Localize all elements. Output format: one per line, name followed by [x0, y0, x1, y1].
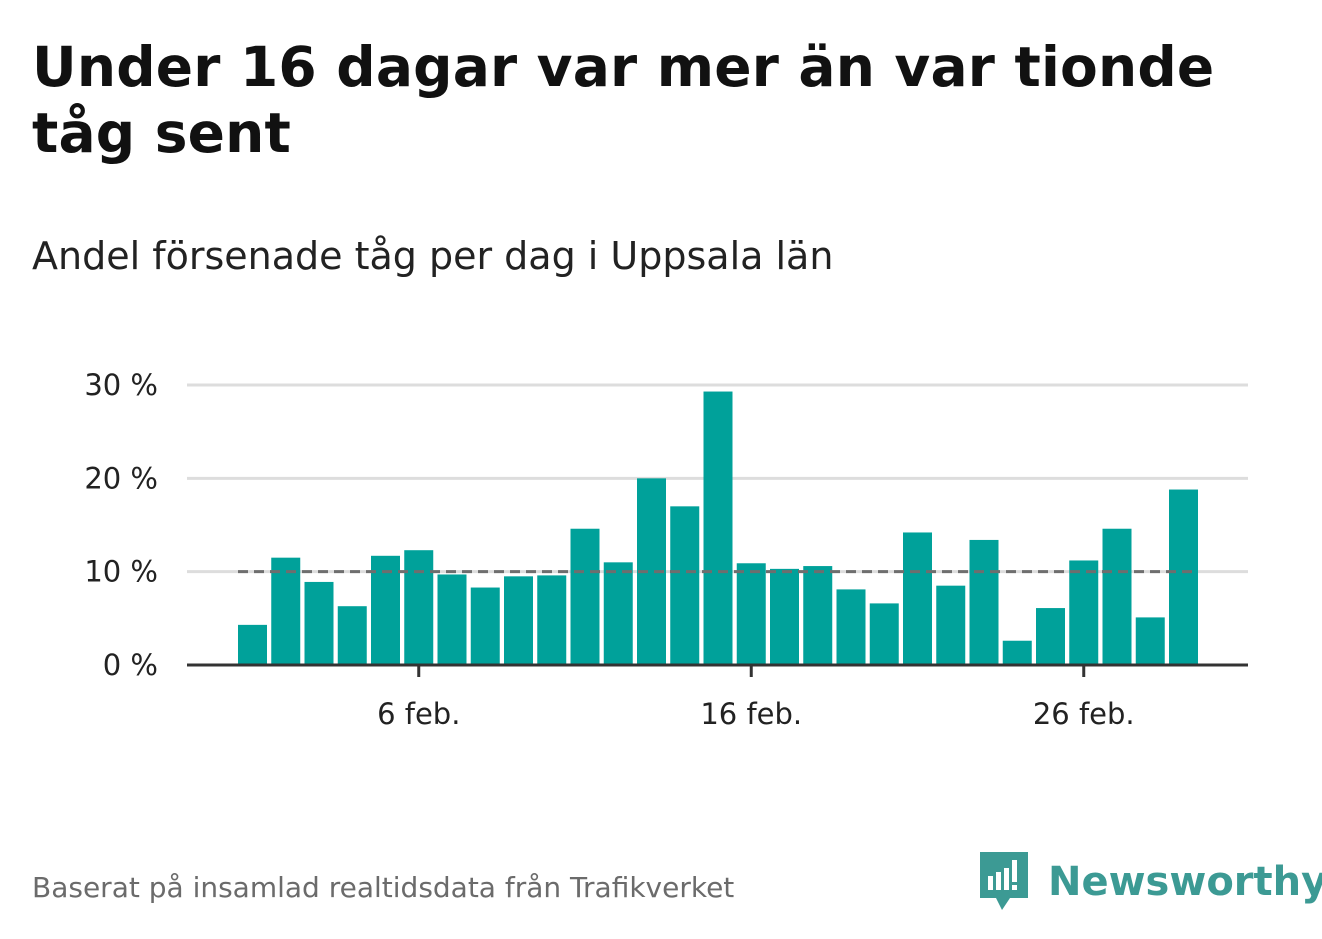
bar	[836, 589, 866, 665]
chart-subtitle: Andel försenade tåg per dag i Uppsala lä…	[32, 234, 834, 278]
bars	[238, 391, 1198, 665]
brand-name: Newsworthy	[1048, 859, 1322, 905]
bar	[903, 532, 932, 665]
bar	[1169, 489, 1198, 665]
bar	[337, 606, 367, 665]
chart-title: Under 16 dagar var mer än var tionde tåg…	[32, 35, 1215, 165]
bar	[936, 585, 966, 665]
y-tick-label: 0 %	[103, 648, 158, 682]
bar	[969, 539, 999, 665]
newsworthy-logo-icon	[980, 852, 1028, 910]
bar	[869, 603, 899, 665]
bar	[703, 391, 733, 665]
bar	[570, 528, 600, 665]
bar	[304, 581, 334, 665]
y-axis-ticks: 0 % 10 % 20 % 30 %	[84, 368, 158, 682]
bar	[1002, 640, 1032, 665]
source-note: Baserat på insamlad realtidsdata från Tr…	[32, 871, 735, 904]
bar	[537, 575, 567, 665]
bar	[670, 506, 700, 665]
x-tick-label: 16 feb.	[700, 697, 802, 731]
x-axis-ticks: 6 feb. 16 feb. 26 feb.	[377, 665, 1135, 731]
bar	[404, 550, 434, 665]
brand-logo: Newsworthy	[980, 852, 1322, 912]
bar	[1135, 617, 1165, 665]
bar	[371, 555, 400, 665]
bar	[1069, 560, 1099, 665]
bar	[437, 574, 467, 665]
x-tick-label: 26 feb.	[1033, 697, 1135, 731]
bar	[736, 563, 766, 665]
bar	[470, 587, 500, 665]
x-tick-label: 6 feb.	[377, 697, 460, 731]
bar	[271, 557, 301, 665]
y-tick-label: 20 %	[84, 461, 158, 495]
y-tick-label: 30 %	[84, 368, 158, 402]
bar	[1036, 608, 1065, 665]
bar	[603, 562, 633, 665]
bar	[1102, 528, 1132, 665]
bar	[504, 576, 533, 665]
y-tick-label: 10 %	[84, 555, 158, 589]
bar	[770, 568, 799, 665]
bar	[238, 624, 267, 665]
bar	[803, 566, 833, 665]
